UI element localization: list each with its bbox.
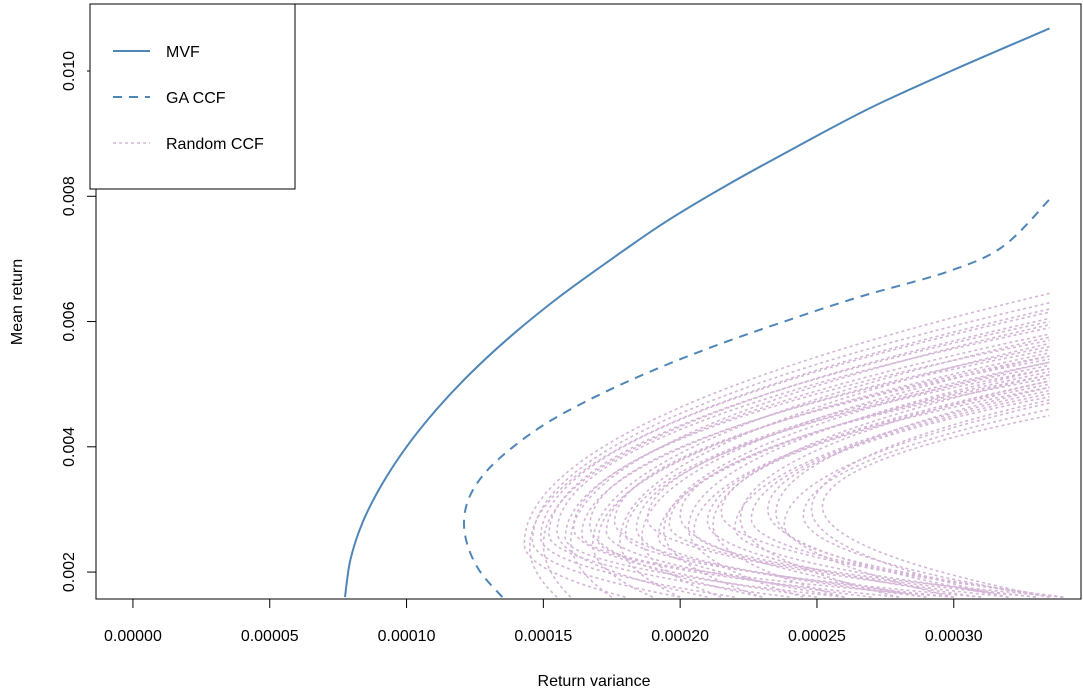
x-axis-title: Return variance xyxy=(538,673,651,690)
random-ccf-line xyxy=(569,323,1050,598)
ga-ccf-line xyxy=(463,198,1051,598)
legend-label-ga-ccf: GA CCF xyxy=(166,90,226,107)
x-tick-label: 0.00025 xyxy=(788,628,846,645)
random-ccf-line xyxy=(802,408,1050,598)
main-series xyxy=(344,27,1051,598)
random-ccf-line xyxy=(687,367,1050,598)
x-tick-label: 0.00005 xyxy=(241,628,299,645)
legend-box xyxy=(89,3,296,190)
mvf-line xyxy=(344,27,1050,598)
random-ccf-line xyxy=(775,386,1050,598)
random-ccf-line xyxy=(619,342,1050,598)
x-tick-label: 0.00015 xyxy=(514,628,572,645)
plot-frame xyxy=(95,3,1082,600)
random-ccf-line xyxy=(739,380,1050,598)
random-ccf-line xyxy=(556,327,1050,598)
legend-label-random-ccf: Random CCF xyxy=(166,136,264,153)
random-ccf-line xyxy=(783,402,1064,598)
y-tick-label: 0.002 xyxy=(61,552,78,592)
x-tick-label: 0.00030 xyxy=(925,628,983,645)
random-ccf-line xyxy=(706,383,1050,598)
y-tick-label: 0.008 xyxy=(61,176,78,216)
x-tick-label: 0.00000 xyxy=(104,628,162,645)
random-ccf-line xyxy=(572,339,1050,598)
x-tick-label: 0.00010 xyxy=(378,628,436,645)
random-ccf-line xyxy=(679,377,1050,598)
random-ccf-series xyxy=(523,292,1064,598)
axes: 0.00000 0.00005 0.00010 0.00015 0.00020 0.000… xyxy=(61,3,1082,645)
legend: MVF GA CCF Random CCF xyxy=(89,3,296,190)
random-ccf-line xyxy=(605,355,1050,598)
y-axis-title: Mean return xyxy=(9,259,26,345)
y-tick-label: 0.004 xyxy=(61,427,78,467)
random-ccf-line xyxy=(693,380,1064,598)
legend-label-mvf: MVF xyxy=(166,44,200,61)
random-ccf-line xyxy=(591,336,1050,598)
random-ccf-line xyxy=(712,374,1050,598)
x-tick-label: 0.00020 xyxy=(651,628,709,645)
random-ccf-line xyxy=(720,386,1064,598)
random-ccf-line xyxy=(539,311,1050,598)
random-ccf-line xyxy=(646,367,1050,598)
random-ccf-line xyxy=(821,414,1050,598)
random-ccf-line xyxy=(810,399,1050,598)
y-tick-label: 0.010 xyxy=(61,51,78,91)
random-ccf-line xyxy=(734,389,1050,598)
random-ccf-line xyxy=(624,361,1050,598)
random-ccf-line xyxy=(750,392,1064,598)
random-ccf-line xyxy=(597,352,1050,598)
random-ccf-line xyxy=(641,355,1050,598)
random-ccf-line xyxy=(589,348,1050,598)
random-ccf-line xyxy=(662,361,1050,598)
random-ccf-line xyxy=(548,320,1050,598)
y-tick-label: 0.006 xyxy=(61,301,78,341)
random-ccf-line xyxy=(564,333,1050,598)
random-ccf-line xyxy=(531,301,1050,598)
random-ccf-line xyxy=(542,317,1050,598)
random-ccf-line xyxy=(766,395,1050,598)
random-ccf-line xyxy=(523,292,1050,598)
